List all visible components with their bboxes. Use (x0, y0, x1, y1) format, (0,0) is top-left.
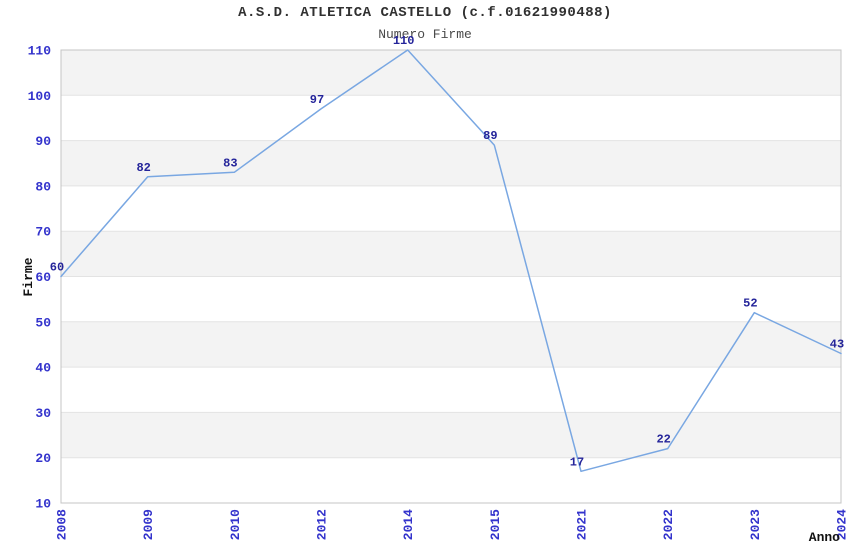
x-tick-label: 2024 (835, 509, 850, 540)
point-label: 52 (743, 297, 757, 311)
y-tick-label: 60 (35, 270, 51, 285)
band (61, 231, 841, 277)
point-label: 22 (656, 433, 670, 447)
y-tick-label: 50 (35, 315, 51, 330)
y-tick-label: 10 (35, 497, 51, 512)
y-tick-labels: 10 20 30 40 50 60 70 80 90 100 110 (28, 44, 52, 512)
y-tick-label: 100 (28, 89, 52, 104)
x-tick-labels: 2008 2009 2010 2012 2014 2015 2021 2022 2023 2024 (55, 509, 850, 540)
point-label: 82 (136, 161, 150, 175)
y-axis-title: Firme (21, 257, 36, 296)
point-label: 17 (570, 455, 584, 469)
x-tick-label: 2022 (661, 509, 676, 540)
y-tick-label: 20 (35, 451, 51, 466)
chart-subtitle: Numero Firme (378, 27, 472, 42)
y-tick-label: 80 (35, 179, 51, 194)
x-tick-label: 2012 (315, 509, 330, 540)
x-tick-label: 2010 (228, 509, 243, 540)
x-axis-title: Anno (809, 530, 840, 545)
x-tick-label: 2014 (401, 509, 416, 540)
y-tick-label: 110 (28, 44, 52, 59)
chart-title: A.S.D. ATLETICA CASTELLO (c.f.0162199048… (238, 5, 612, 21)
point-label: 43 (830, 338, 844, 352)
point-label: 60 (50, 261, 64, 275)
point-label: 110 (393, 34, 415, 48)
y-tick-label: 90 (35, 134, 51, 149)
x-tick-label: 2015 (488, 509, 503, 540)
band (61, 50, 841, 96)
x-tick-label: 2009 (141, 509, 156, 540)
y-tick-label: 40 (35, 361, 51, 376)
x-tick-label: 2023 (748, 509, 763, 540)
x-tick-label: 2008 (55, 509, 70, 540)
band (61, 412, 841, 458)
band (61, 140, 841, 186)
band (61, 321, 841, 368)
y-tick-label: 70 (35, 225, 51, 240)
point-label: 89 (483, 129, 497, 143)
background-bands (61, 50, 841, 458)
x-tick-label: 2021 (575, 509, 590, 540)
point-labels: 60 82 83 97 110 89 17 22 52 43 (50, 34, 844, 469)
y-tick-label: 30 (35, 406, 51, 421)
point-label: 83 (223, 156, 237, 170)
series-line (60, 49, 842, 473)
point-label: 97 (310, 93, 324, 107)
